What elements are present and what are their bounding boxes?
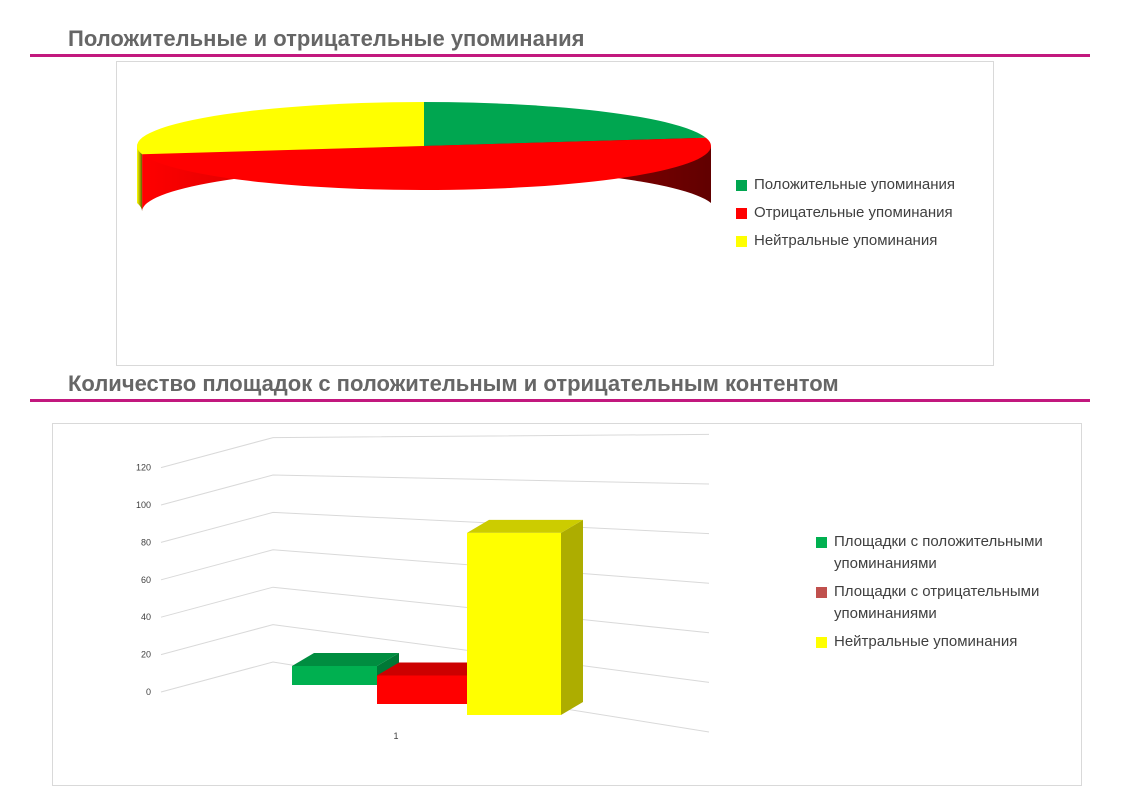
pie-legend-item-positive: Положительные упоминания [736, 171, 955, 199]
pie-chart-area: Положительные упоминания Отрицательные у… [116, 61, 994, 366]
bar-legend-label-negative-sites: Площадки с отрицательными упоминаниями [834, 583, 1040, 622]
bar-legend-label-neutral: Нейтральные упоминания [834, 633, 1018, 650]
bar-side-face [561, 519, 583, 715]
bar-legend-swatch-negative-sites [816, 587, 827, 598]
pie-legend-label-positive: Положительные упоминания [754, 176, 956, 193]
pie-slice-side [137, 146, 143, 212]
bar-legend-swatch-neutral [816, 637, 827, 648]
bar-gridline [160, 511, 710, 543]
bar-y-tick-label: 60 [141, 575, 151, 585]
bar-front-face [467, 532, 561, 715]
bar-y-tick-label: 40 [141, 612, 151, 622]
bar-y-tick-label: 80 [141, 537, 151, 547]
bar-legend: Площадки с положительными упоминаниями П… [816, 531, 1081, 659]
bar-gridline [160, 549, 710, 584]
pie-legend-item-negative: Отрицательные упоминания [736, 199, 955, 227]
bar-gridline [160, 433, 710, 469]
pie-legend-swatch-positive [736, 180, 747, 191]
bar-chart-area: 0 20 40 60 80 100 120 1 Площадки с положительны… [52, 423, 1082, 786]
pie-slice [136, 102, 424, 155]
bar-gridline [160, 474, 710, 506]
pie-slice [142, 137, 712, 190]
bar-x-tick-label: 1 [393, 731, 398, 741]
pie-legend-label-neutral: Нейтральные упоминания [754, 232, 938, 249]
bar-section-title: Количество площадок с положительным и от… [68, 371, 839, 396]
pie-legend-swatch-negative [736, 208, 747, 219]
bar-top-face [377, 662, 489, 676]
pie-chart-svg [136, 102, 712, 212]
bar-legend-item-neutral: Нейтральные упоминания [816, 631, 1081, 653]
pie-slice [424, 102, 706, 146]
bar-chart-svg: 0 20 40 60 80 100 120 1 [136, 433, 710, 741]
pie-legend-label-negative: Отрицательные упоминания [754, 204, 953, 221]
bar-legend-label-positive-sites: Площадки с положительными упоминаниями [834, 533, 1043, 572]
bar-front-face [292, 666, 377, 685]
bar-top-face [292, 653, 399, 666]
bar [467, 519, 583, 715]
pie-section-title: Положительные и отрицательные упоминания [68, 26, 585, 51]
pie-legend: Положительные упоминания Отрицательные у… [736, 171, 955, 255]
pie-section-rule [30, 54, 1090, 57]
bar-front-face [377, 675, 467, 704]
bar-section-rule [30, 399, 1090, 402]
pie-legend-item-neutral: Нейтральные упоминания [736, 227, 955, 255]
bar-y-tick-label: 100 [136, 500, 151, 510]
bar-y-tick-label: 0 [146, 687, 151, 697]
pie-legend-swatch-neutral [736, 236, 747, 247]
bar-y-tick-label: 20 [141, 650, 151, 660]
bar-legend-item-positive-sites: Площадки с положительными упоминаниями [816, 531, 1081, 575]
bar-gridline [160, 586, 710, 634]
bar-y-tick-label: 120 [136, 463, 151, 473]
bar-top-face [467, 519, 583, 533]
bar-legend-swatch-positive-sites [816, 537, 827, 548]
bar-legend-item-negative-sites: Площадки с отрицательными упоминаниями [816, 581, 1081, 625]
